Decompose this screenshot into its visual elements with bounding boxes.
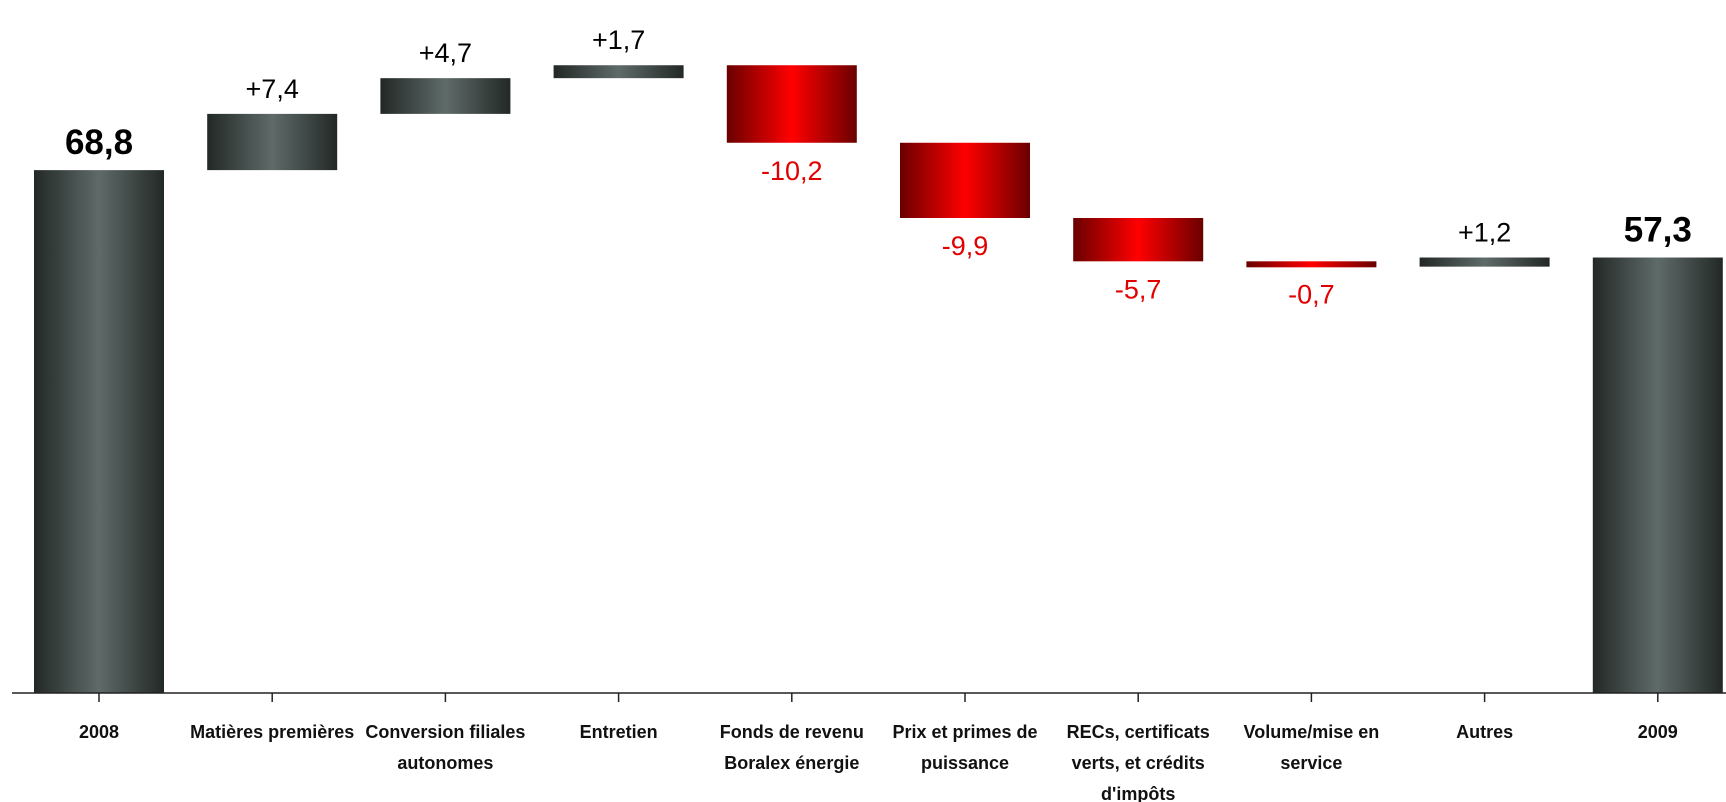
category-label-5: Prix et primes de puissance [892, 722, 1037, 773]
category-label-9: 2009 [1638, 722, 1678, 742]
category-label-4: Fonds de revenu Boralex énergie [720, 722, 864, 773]
category-label-line: Autres [1456, 722, 1513, 742]
category-label-7: Volume/mise en service [1244, 722, 1380, 773]
bar-1 [207, 113, 338, 171]
category-label-line: Volume/mise en [1244, 722, 1380, 742]
category-label-line: Prix et primes de [892, 722, 1037, 742]
bar-2 [380, 78, 511, 114]
category-labels-group: 2008 Matières premières Conversion filiale… [79, 722, 1678, 802]
category-label-line: puissance [921, 753, 1009, 773]
data-label-7: -0,7 [1288, 280, 1335, 310]
category-label-8: Autres [1456, 722, 1513, 742]
data-label-0: 68,8 [65, 123, 133, 162]
data-labels-group: 68,8 +7,4 +4,7 +1,7 -10,2 -9,9 -5,7 -0,7 +1,2 57,… [65, 25, 1692, 309]
data-label-6: -5,7 [1115, 274, 1162, 304]
category-label-0: 2008 [79, 722, 119, 742]
data-label-2: +4,7 [419, 38, 472, 68]
bar-0 [34, 170, 164, 693]
category-label-line: Conversion filiales [365, 722, 525, 742]
category-label-line: Fonds de revenu [720, 722, 864, 742]
category-label-6: RECs, certificats verts, et crédits d'impô… [1067, 722, 1210, 802]
bar-5 [900, 142, 1030, 218]
data-label-4: -10,2 [761, 156, 823, 186]
category-label-line: 2009 [1638, 722, 1678, 742]
data-label-8: +1,2 [1458, 218, 1511, 248]
bar-3 [553, 65, 684, 79]
x-axis [12, 692, 1726, 702]
bar-8 [1419, 257, 1550, 267]
bars-group [34, 65, 1723, 693]
category-label-line: verts, et crédits [1072, 753, 1205, 773]
category-label-line: Entretien [580, 722, 658, 742]
category-label-line: Matières premières [190, 722, 354, 742]
bar-7 [1246, 261, 1377, 268]
bar-9 [1592, 257, 1723, 693]
bar-4 [726, 65, 857, 143]
category-label-line: 2008 [79, 722, 119, 742]
category-label-3: Entretien [580, 722, 658, 742]
category-label-1: Matières premières [190, 722, 354, 742]
bar-6 [1073, 218, 1204, 262]
data-label-1: +7,4 [246, 74, 299, 104]
category-label-line: d'impôts [1101, 784, 1175, 802]
category-label-line: autonomes [397, 753, 493, 773]
category-label-line: Boralex énergie [724, 753, 859, 773]
data-label-9: 57,3 [1624, 211, 1692, 250]
data-label-3: +1,7 [592, 25, 645, 55]
data-label-5: -9,9 [942, 231, 989, 261]
category-label-line: RECs, certificats [1067, 722, 1210, 742]
category-label-2: Conversion filiales autonomes [365, 722, 525, 773]
category-label-line: service [1280, 753, 1342, 773]
